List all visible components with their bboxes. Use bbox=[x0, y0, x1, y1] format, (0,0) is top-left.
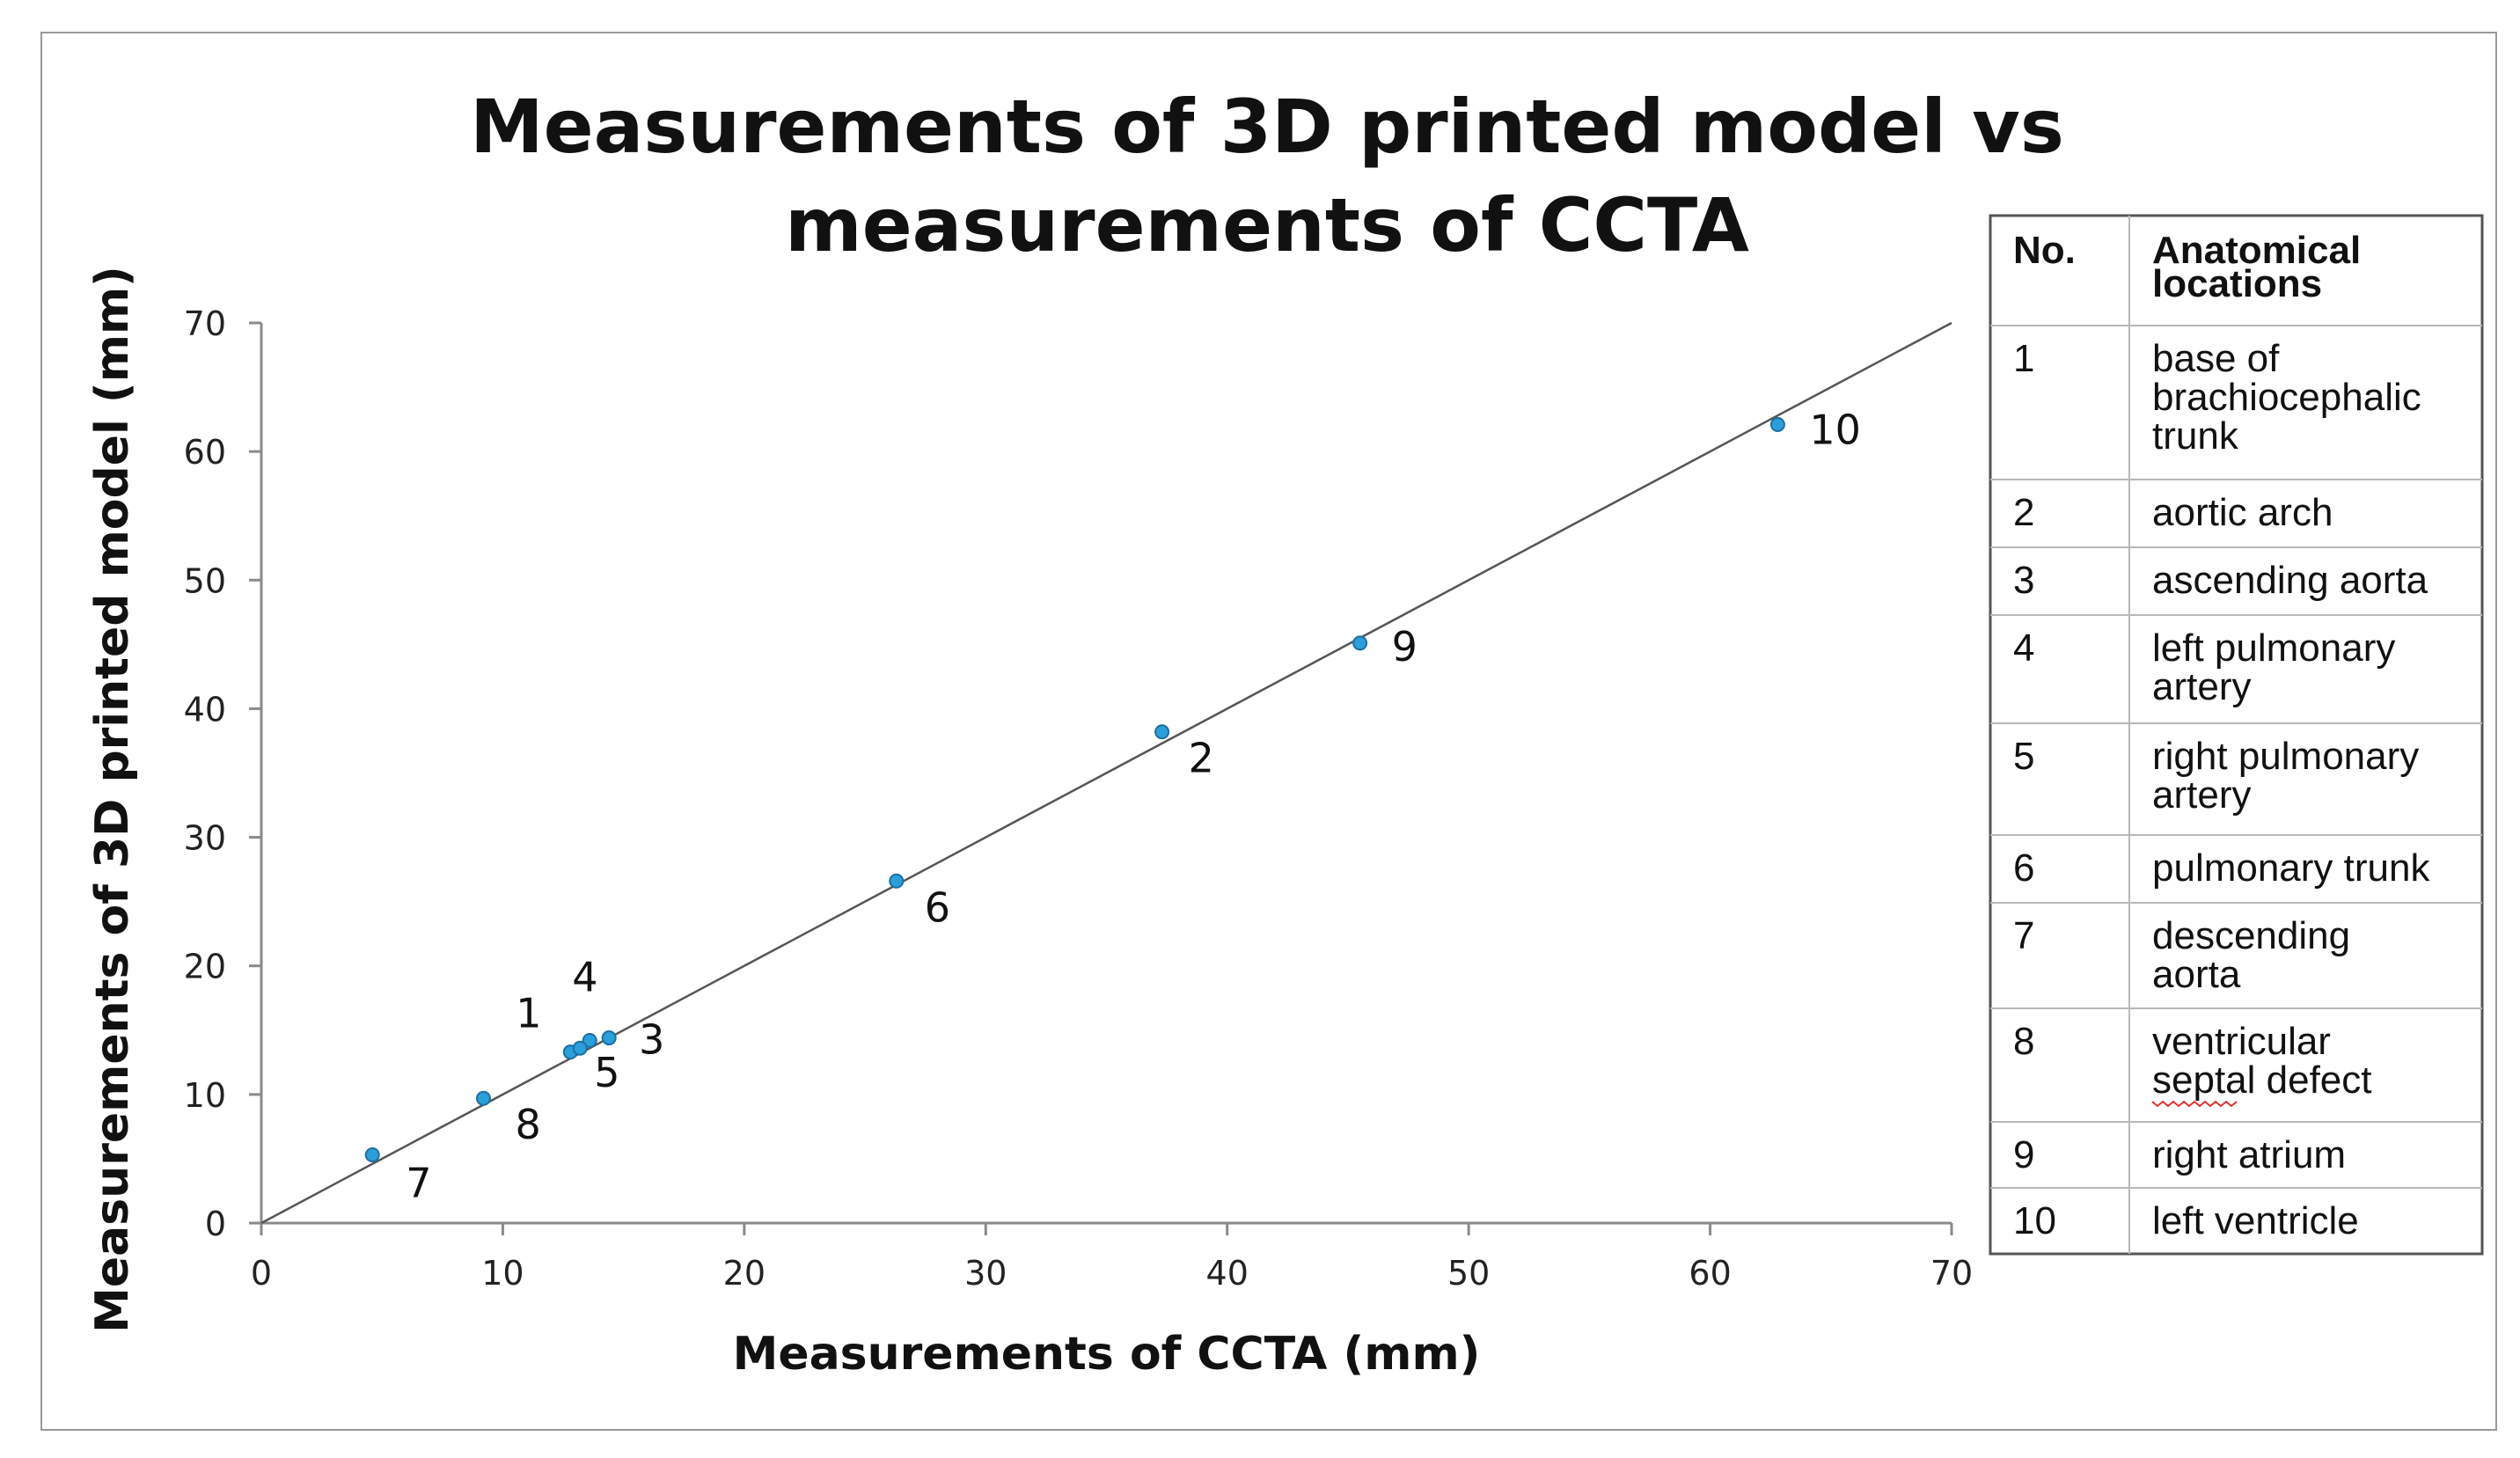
y-tick-label: 30 bbox=[184, 819, 226, 858]
point-label-4: 4 bbox=[572, 953, 597, 1000]
legend-header-locations: locations bbox=[2152, 262, 2322, 305]
legend-row-location: artery bbox=[2152, 665, 2251, 708]
legend-row-location: left pulmonary bbox=[2152, 626, 2395, 670]
chart-title-line-2: measurements of CCTA bbox=[785, 182, 1749, 268]
legend-row-location: septal defect bbox=[2152, 1059, 2372, 1102]
legend-row-number: 6 bbox=[2013, 846, 2034, 890]
point-label-10: 10 bbox=[1809, 406, 1861, 453]
legend-row-location: left ventricle bbox=[2152, 1199, 2359, 1242]
x-tick-label: 40 bbox=[1206, 1254, 1249, 1293]
legend-table bbox=[1989, 214, 2484, 1256]
legend-row-location: trunk bbox=[2152, 414, 2239, 458]
legend-row-location: descending bbox=[2152, 914, 2350, 957]
data-point-2 bbox=[1154, 724, 1170, 740]
legend-row-number: 4 bbox=[2013, 626, 2034, 670]
x-tick-label: 30 bbox=[964, 1254, 1007, 1293]
y-tick-label: 50 bbox=[184, 561, 226, 600]
data-point-4 bbox=[582, 1032, 597, 1048]
legend-row-number: 10 bbox=[2013, 1199, 2056, 1242]
legend-row-location: aortic arch bbox=[2152, 491, 2333, 534]
point-label-5: 5 bbox=[594, 1049, 619, 1096]
x-axis-title: Measurements of CCTA (mm) bbox=[733, 1328, 1481, 1381]
x-tick-label: 0 bbox=[251, 1254, 272, 1293]
data-point-8 bbox=[475, 1090, 491, 1106]
legend-row-location: pulmonary trunk bbox=[2152, 846, 2430, 890]
chart-title: Measurements of 3D printed model vs meas… bbox=[378, 77, 2156, 275]
point-label-6: 6 bbox=[925, 883, 950, 931]
data-point-9 bbox=[1352, 635, 1368, 651]
legend-row-location: ascending aorta bbox=[2152, 559, 2428, 602]
legend-header-no: No. bbox=[2013, 229, 2076, 272]
x-tick-label: 20 bbox=[723, 1254, 766, 1293]
data-point-7 bbox=[364, 1147, 380, 1163]
y-tick-label: 20 bbox=[184, 948, 226, 986]
x-tick-label: 60 bbox=[1689, 1254, 1731, 1293]
legend-row-location: brachiocephalic bbox=[2152, 376, 2421, 419]
legend-row-number: 2 bbox=[2013, 491, 2034, 534]
legend-row-number: 8 bbox=[2013, 1020, 2034, 1063]
data-point-5 bbox=[572, 1040, 588, 1056]
chart-title-line-1: Measurements of 3D printed model vs bbox=[470, 84, 2064, 170]
y-tick-label: 70 bbox=[184, 304, 226, 343]
legend-row-location: right pulmonary bbox=[2152, 735, 2419, 778]
identity-line bbox=[260, 321, 1952, 1225]
data-point-3 bbox=[601, 1030, 617, 1046]
point-label-1: 1 bbox=[516, 990, 541, 1037]
x-tick-label: 10 bbox=[481, 1254, 524, 1293]
x-tick-label: 50 bbox=[1447, 1254, 1490, 1293]
point-label-8: 8 bbox=[515, 1101, 540, 1148]
legend-row-number: 1 bbox=[2013, 337, 2034, 380]
x-tick-label: 70 bbox=[1930, 1254, 1973, 1293]
y-tick-label: 60 bbox=[184, 433, 226, 472]
legend-row-number: 5 bbox=[2013, 735, 2034, 778]
y-tick-label: 10 bbox=[184, 1076, 226, 1115]
legend-row-location: ventricular bbox=[2152, 1020, 2331, 1063]
y-tick-label: 40 bbox=[184, 690, 226, 729]
spellcheck-underline bbox=[2151, 1100, 2238, 1108]
data-point-6 bbox=[889, 873, 905, 889]
legend-row-number: 3 bbox=[2013, 559, 2034, 602]
data-point-10 bbox=[1769, 416, 1785, 432]
legend-row-location: artery bbox=[2152, 773, 2251, 817]
legend-row-location: aorta bbox=[2152, 953, 2241, 996]
legend-row-location: base of bbox=[2152, 337, 2280, 380]
y-tick-label: 0 bbox=[205, 1205, 226, 1243]
legend-header-locations: Anatomical bbox=[2152, 229, 2361, 272]
legend-row-location: right atrium bbox=[2152, 1133, 2346, 1176]
point-label-2: 2 bbox=[1189, 735, 1214, 782]
legend-row-number: 7 bbox=[2013, 914, 2034, 957]
point-label-3: 3 bbox=[639, 1016, 664, 1064]
y-axis-title: Measurements of 3D printed model (mm) bbox=[86, 266, 139, 1333]
point-label-7: 7 bbox=[406, 1160, 431, 1207]
point-label-9: 9 bbox=[1392, 623, 1418, 670]
legend-row-number: 9 bbox=[2013, 1133, 2034, 1176]
